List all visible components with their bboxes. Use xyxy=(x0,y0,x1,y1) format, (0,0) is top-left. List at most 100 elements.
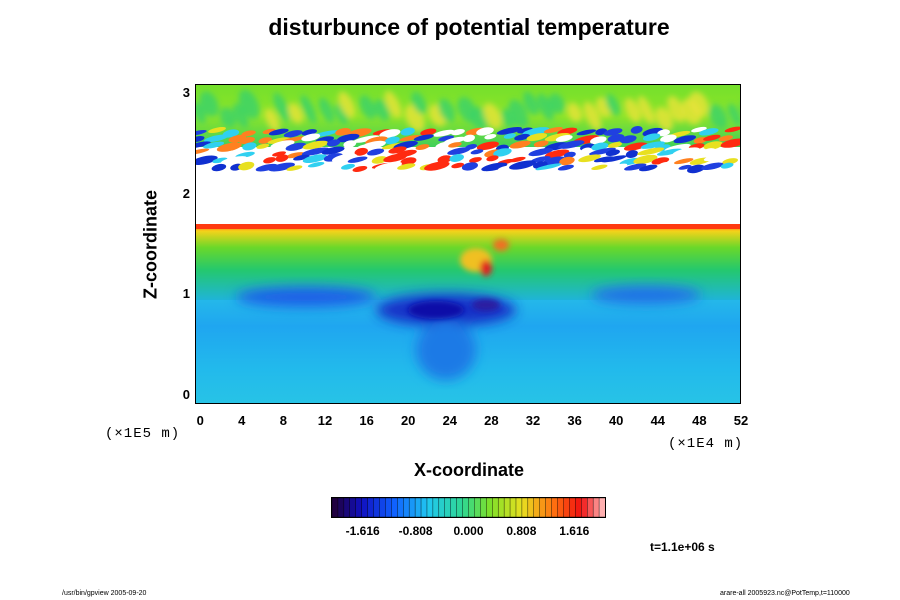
streak-mark xyxy=(698,128,719,136)
streak-mark xyxy=(607,142,622,148)
streak-mark xyxy=(451,128,465,136)
colorbar-swatch xyxy=(486,498,493,517)
streak-mark xyxy=(461,162,478,171)
colorbar-tick-label: -1.616 xyxy=(345,524,380,538)
x-tick-label: 48 xyxy=(692,413,707,428)
streak-mark xyxy=(601,155,627,163)
streak-mark xyxy=(221,150,242,158)
x-tick-label: 4 xyxy=(238,413,246,428)
colorbar-swatch xyxy=(426,498,434,517)
streak-mark xyxy=(660,134,677,143)
streak-mark xyxy=(701,162,724,171)
streak-mark xyxy=(263,157,276,164)
streak-mark xyxy=(367,148,385,156)
streak-mark xyxy=(256,143,270,149)
colorbar-swatch xyxy=(515,498,523,517)
y-scale-note: (×1E5 m) xyxy=(105,426,181,442)
wave-blob xyxy=(264,108,280,132)
colorbar-swatch xyxy=(462,498,470,517)
streak-mark xyxy=(447,147,471,155)
streak-mark xyxy=(687,164,705,174)
streak-mark xyxy=(379,129,401,138)
streak-mark xyxy=(242,142,257,151)
colorbar-swatch xyxy=(569,498,576,517)
footer-right: arare-all 2005923.nc@PotTemp,t=110000 xyxy=(720,590,850,597)
streak-mark xyxy=(220,156,247,164)
wave-blob xyxy=(667,96,685,123)
streak-mark xyxy=(203,141,225,149)
streak-mark xyxy=(204,134,229,143)
streak-mark xyxy=(301,133,321,142)
y-tick-label: 3 xyxy=(182,85,190,100)
x-tick-label: 24 xyxy=(442,413,458,428)
wave-blob xyxy=(483,103,502,130)
streak-mark xyxy=(449,154,464,162)
wave-blob xyxy=(384,90,402,118)
x-axis-label: X-coordinate xyxy=(413,460,524,480)
x-tick-label: 28 xyxy=(484,413,499,428)
streak-mark xyxy=(302,154,328,164)
streak-mark xyxy=(331,153,358,163)
x-scale-note: (×1E4 m) xyxy=(668,436,744,452)
y-tick-label: 0 xyxy=(182,387,190,402)
wave-blob xyxy=(219,107,237,128)
streak-mark xyxy=(701,148,717,156)
wave-blob xyxy=(727,103,740,127)
streak-mark xyxy=(196,148,210,156)
x-tick-label: 0 xyxy=(196,413,204,428)
colorbar-swatch xyxy=(456,498,464,517)
wave-blob xyxy=(688,91,709,117)
streak-mark xyxy=(605,149,620,157)
streak-mark xyxy=(437,155,452,164)
streak-mark xyxy=(530,156,551,163)
streak-mark xyxy=(514,133,530,141)
streak-mark xyxy=(484,133,497,140)
streak-mark xyxy=(196,155,218,165)
streak-mark xyxy=(238,161,255,171)
streak-mark xyxy=(259,149,275,156)
streak-mark xyxy=(658,162,671,169)
streak-mark xyxy=(720,138,740,148)
wave-blob xyxy=(605,94,620,116)
streak-mark xyxy=(674,158,694,165)
colorbar-swatch xyxy=(527,498,535,517)
streak-mark xyxy=(343,140,357,148)
streak-mark xyxy=(590,136,607,145)
colorbar-swatch xyxy=(521,498,529,517)
wave-blob xyxy=(318,97,335,123)
streak-mark xyxy=(544,149,570,159)
streak-mark xyxy=(326,139,341,147)
plot-area xyxy=(195,84,741,404)
colorbar-swatch xyxy=(545,498,553,517)
x-tick-label: 32 xyxy=(525,413,541,428)
streak-mark xyxy=(470,149,484,155)
streak-mark xyxy=(448,142,462,148)
streak-mark xyxy=(678,164,692,170)
streak-mark xyxy=(509,140,531,149)
chart-title: disturbunce of potential temperature xyxy=(268,14,670,40)
colorbar-swatch xyxy=(468,498,475,517)
streak-mark xyxy=(438,135,454,142)
streak-mark xyxy=(270,140,295,149)
colorbar-swatch xyxy=(539,498,547,517)
colorbar-swatch xyxy=(551,498,559,517)
wave-blob xyxy=(583,101,602,131)
streak-mark xyxy=(353,135,380,143)
colorbar-swatch xyxy=(397,498,404,517)
streak-mark xyxy=(640,141,665,149)
streak-mark xyxy=(522,127,550,137)
colorbar-swatch xyxy=(581,498,588,517)
colorbar-swatch xyxy=(337,498,345,517)
colorbar-swatch xyxy=(361,498,369,517)
x-tick-label: 16 xyxy=(359,413,374,428)
streak-mark xyxy=(336,133,360,143)
colorbar-swatch xyxy=(503,498,511,517)
streak-mark xyxy=(703,141,723,150)
colorbar-swatch xyxy=(332,498,339,517)
y-tick-label: 2 xyxy=(182,186,190,201)
streak-mark xyxy=(301,147,329,156)
streak-mark xyxy=(497,165,513,171)
streak-mark xyxy=(591,164,608,171)
colorbar-swatch xyxy=(414,498,422,517)
footer-left: /usr/bin/gpview 2005-09-20 xyxy=(62,590,147,597)
